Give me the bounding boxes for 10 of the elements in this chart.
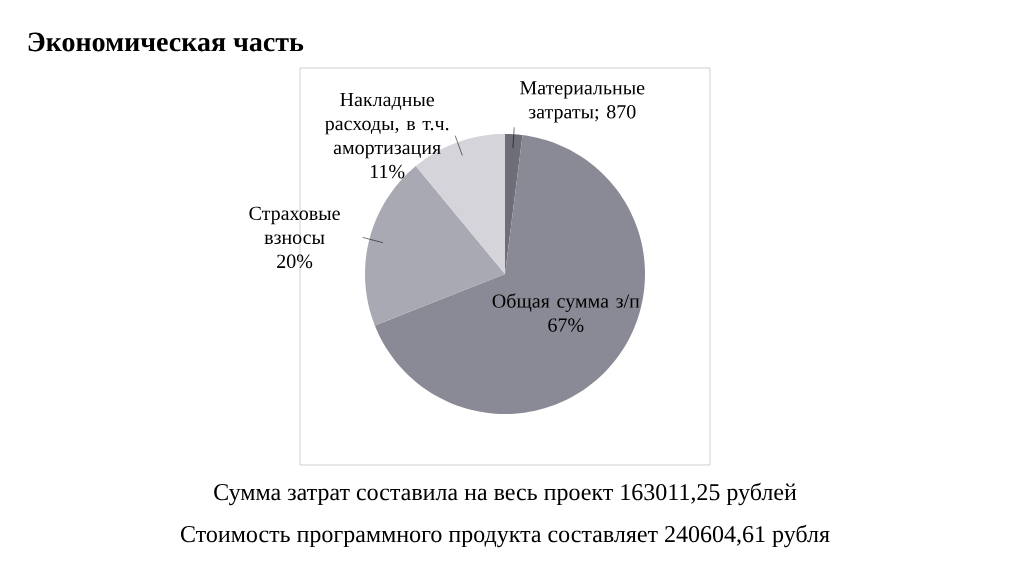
slice-label: Накладные расходы, в т.ч. амортизация [325, 93, 449, 159]
data-label: 67% [548, 318, 584, 332]
data-label: 20% [277, 254, 313, 269]
slice-label: Страховые взносы [249, 206, 340, 245]
text: Сумма затрат составила на весь проект 163011,25 рублей [214, 482, 797, 506]
slice-label: Материальные затраты; 870 [520, 81, 645, 123]
slice-label: Общая сумма з/п [492, 293, 640, 312]
chart-title: Экономическая часть [28, 32, 304, 52]
data-label: 11% [370, 164, 405, 179]
text: Стоимость программного продукта составляет 240604,61 рубля [180, 524, 830, 548]
